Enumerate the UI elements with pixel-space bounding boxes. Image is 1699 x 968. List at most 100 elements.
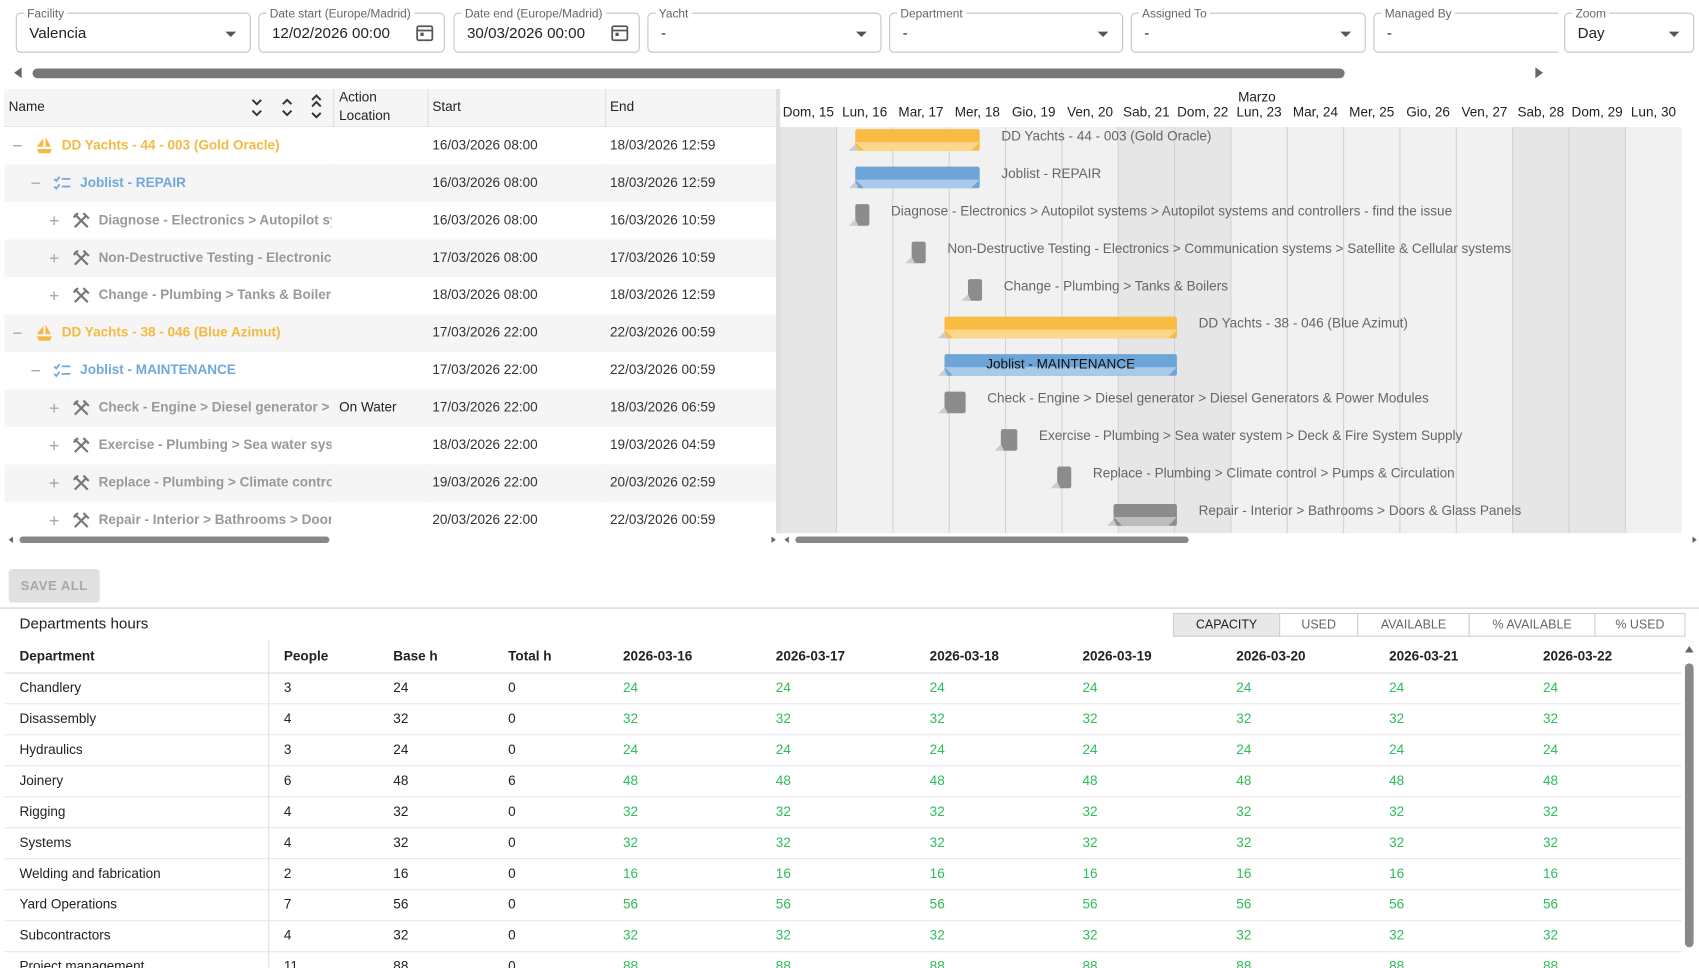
gantt-bar: DD Yachts - 38 - 046 (Blue Azimut)	[937, 316, 1408, 339]
field-border[interactable]	[1373, 12, 1564, 53]
day-label: Mar, 17	[898, 104, 943, 119]
bar-label: Non-Destructive Testing - Electronics > …	[947, 241, 1511, 256]
gantt: Dom, 15 Lun, 16 Mar, 17 Mer, 18 Gio, 19 Ven, …	[780, 89, 1699, 534]
dropdown-arrow[interactable]	[225, 31, 237, 38]
row-bg[interactable]	[4, 351, 776, 390]
bar-body[interactable]	[967, 279, 983, 301]
field-border[interactable]	[647, 12, 882, 53]
row-bg[interactable]	[4, 126, 776, 165]
label-bg	[266, 8, 415, 19]
cell-hours: 32	[1236, 711, 1251, 726]
checklist-icon	[53, 176, 71, 190]
bar-progress	[855, 142, 980, 151]
cell-hours: 32	[1082, 928, 1097, 943]
day-column	[1399, 126, 1457, 534]
row-name: Change - Plumbing > Tanks & Boilers	[99, 287, 339, 302]
cell-hours: 88	[1543, 959, 1558, 968]
mode-label: % USED	[1615, 618, 1664, 632]
bar-handle	[905, 256, 915, 264]
calendar-icon[interactable]	[416, 25, 434, 42]
bar-body[interactable]	[911, 241, 926, 264]
row-bg[interactable]	[4, 239, 776, 277]
collapse-icon[interactable]	[282, 98, 293, 117]
cell: Subcontractors	[20, 928, 111, 943]
cell-hours: 32	[1543, 835, 1558, 850]
mode-label: % AVAILABLE	[1493, 618, 1572, 632]
scroll-right[interactable]	[1535, 67, 1543, 79]
row-bg[interactable]	[4, 501, 776, 539]
expand-all-icon[interactable]	[311, 94, 322, 119]
dropdown-arrow[interactable]	[1668, 31, 1680, 38]
field-border[interactable]	[889, 12, 1124, 53]
cell-hours: 24	[930, 680, 946, 695]
name-cell: Non-Destructive Testing - Electronics > …	[99, 250, 332, 265]
scroll-left[interactable]	[14, 67, 22, 79]
cell-hours: 24	[1389, 680, 1405, 695]
day-column	[1230, 126, 1288, 534]
cell: 56	[393, 897, 408, 912]
cell-hours: 48	[1543, 773, 1558, 788]
splitter	[775, 89, 781, 534]
day-column	[1568, 126, 1626, 534]
table-header: 2026-03-21	[1389, 648, 1459, 663]
bar-handle	[848, 219, 859, 226]
gantt-bar: Replace - Plumbing > Climate control > P…	[1050, 466, 1455, 489]
cell: Systems	[20, 835, 72, 850]
grid-row: Exercise - Plumbing > Sea water system >…	[4, 426, 776, 465]
bar-body[interactable]	[944, 391, 966, 414]
cell-hours: 56	[930, 897, 945, 912]
row-bg[interactable]	[4, 464, 776, 502]
save-button[interactable]	[8, 569, 100, 603]
vscroll-thumb[interactable]	[1684, 663, 1694, 948]
cell: 0	[508, 866, 516, 881]
collapse-icon[interactable]	[251, 99, 262, 117]
dropdown-arrow[interactable]	[856, 31, 867, 38]
row-bg[interactable]	[4, 201, 776, 240]
scroll-thumb[interactable]	[19, 536, 330, 544]
table-header: 2026-03-20	[1236, 648, 1305, 663]
label-bg	[1138, 8, 1210, 19]
name-cell: DD Yachts - 38 - 046 (Blue Azimut)	[62, 325, 281, 340]
row-end: 20/03/2026 02:59	[610, 475, 715, 490]
scroll-thumb[interactable]	[32, 68, 1345, 79]
mode-button[interactable]	[1594, 612, 1686, 637]
bar-handle	[937, 369, 948, 376]
grid-row: Change - Plumbing > Tanks & Boilers 18/03…	[4, 276, 776, 315]
name-cell: Change - Plumbing > Tanks & Boilers	[99, 287, 339, 302]
field-value: -	[903, 25, 908, 42]
cell: 0	[508, 742, 516, 757]
row-bg[interactable]	[4, 276, 776, 315]
cell-hours: 56	[776, 897, 791, 912]
dropdown-arrow[interactable]	[1097, 31, 1109, 38]
bar-body[interactable]	[1000, 429, 1018, 451]
checklist-icon	[53, 363, 71, 378]
bar-body[interactable]	[855, 204, 870, 226]
dropdown-arrow[interactable]	[1340, 31, 1352, 38]
cell-hours: 24	[776, 680, 792, 695]
cell: 4	[284, 711, 292, 726]
row-bg[interactable]	[4, 426, 776, 465]
field-border[interactable]	[15, 12, 251, 53]
row-start: 17/03/2026 22:00	[432, 400, 537, 415]
cell-hours: 32	[1389, 711, 1404, 726]
bar-body[interactable]	[1057, 466, 1072, 489]
day-column	[1343, 126, 1400, 534]
cell-hours: 32	[1543, 711, 1558, 726]
field-value: Valencia	[29, 25, 87, 42]
day-label: Dom, 29	[1572, 104, 1623, 119]
cell-hours: 48	[1236, 773, 1251, 788]
cell: Project management	[20, 959, 145, 968]
row-bg[interactable]	[4, 389, 776, 427]
calendar-icon[interactable]	[611, 25, 629, 42]
bar-handle	[994, 444, 1005, 451]
cell-hours: 88	[930, 959, 945, 968]
row-bg[interactable]	[4, 314, 776, 352]
scroll-left	[784, 536, 789, 544]
day-column	[1456, 126, 1513, 534]
field-border[interactable]	[1564, 12, 1695, 53]
cell: 0	[508, 835, 516, 850]
scroll-thumb[interactable]	[795, 536, 1189, 544]
field-border[interactable]	[1130, 12, 1366, 53]
row-bg[interactable]	[4, 164, 776, 202]
cell-hours: 32	[1389, 835, 1404, 850]
